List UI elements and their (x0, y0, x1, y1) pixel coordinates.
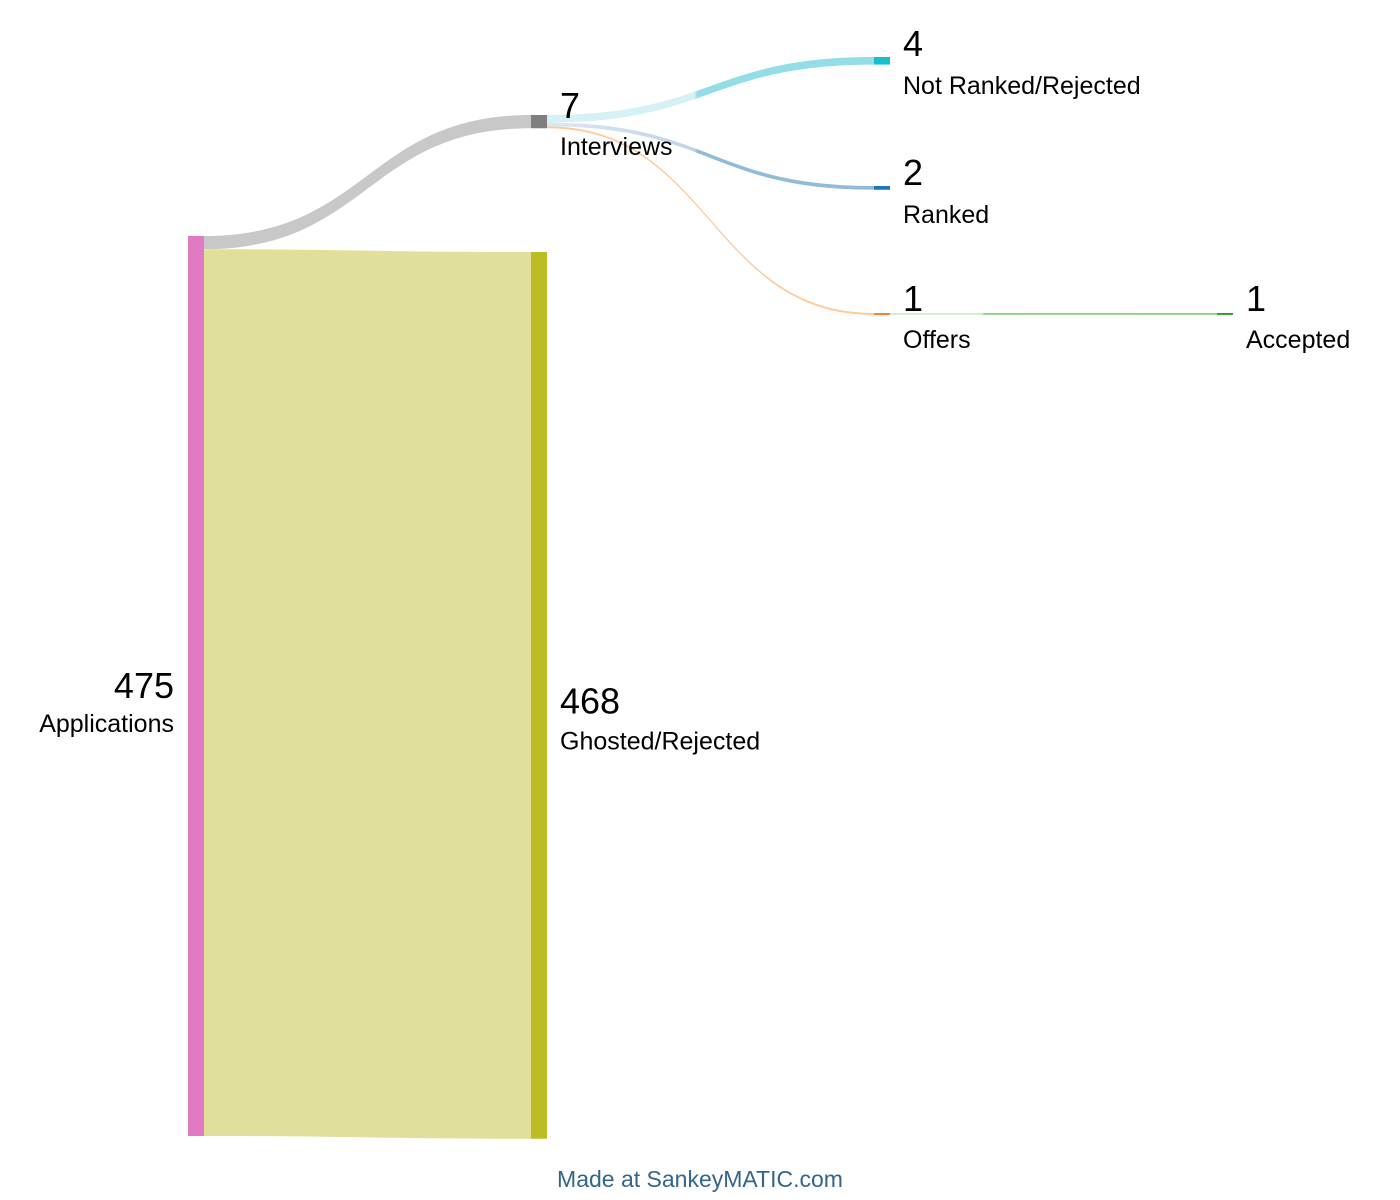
node-offers[interactable] (874, 313, 890, 315)
flow-interviews-to-ranked[interactable] (547, 122, 874, 190)
node-label-not_ranked: Not Ranked/Rejected (903, 72, 1141, 100)
node-label-ghosted: Ghosted/Rejected (560, 727, 760, 755)
node-value-accepted: 1 (1246, 278, 1266, 319)
flow-offers-to-accepted[interactable] (890, 313, 1217, 315)
node-interviews[interactable] (531, 115, 547, 129)
flow-applications-to-ghosted[interactable] (204, 249, 531, 1139)
node-value-interviews: 7 (560, 85, 580, 126)
node-label-ranked: Ranked (903, 201, 989, 229)
flow-interviews-to-offers[interactable] (547, 126, 874, 315)
node-value-applications: 475 (114, 665, 174, 706)
node-value-ghosted: 468 (560, 680, 620, 721)
node-label-accepted: Accepted (1246, 326, 1350, 354)
node-ghosted[interactable] (531, 252, 547, 1139)
node-ranked[interactable] (874, 186, 890, 190)
flow-applications-to-interviews[interactable] (204, 115, 531, 250)
node-label-interviews: Interviews (560, 133, 673, 161)
node-value-offers: 1 (903, 278, 923, 319)
node-value-ranked: 2 (903, 152, 923, 193)
node-label-offers: Offers (903, 326, 971, 354)
node-accepted[interactable] (1217, 313, 1233, 315)
node-applications[interactable] (188, 236, 204, 1136)
node-label-applications: Applications (39, 710, 174, 738)
node-value-not_ranked: 4 (903, 23, 923, 64)
sankeymatic-credit[interactable]: Made at SankeyMATIC.com (557, 1166, 843, 1192)
flow-interviews-to-not_ranked[interactable] (547, 57, 874, 123)
node-not_ranked[interactable] (874, 57, 890, 65)
